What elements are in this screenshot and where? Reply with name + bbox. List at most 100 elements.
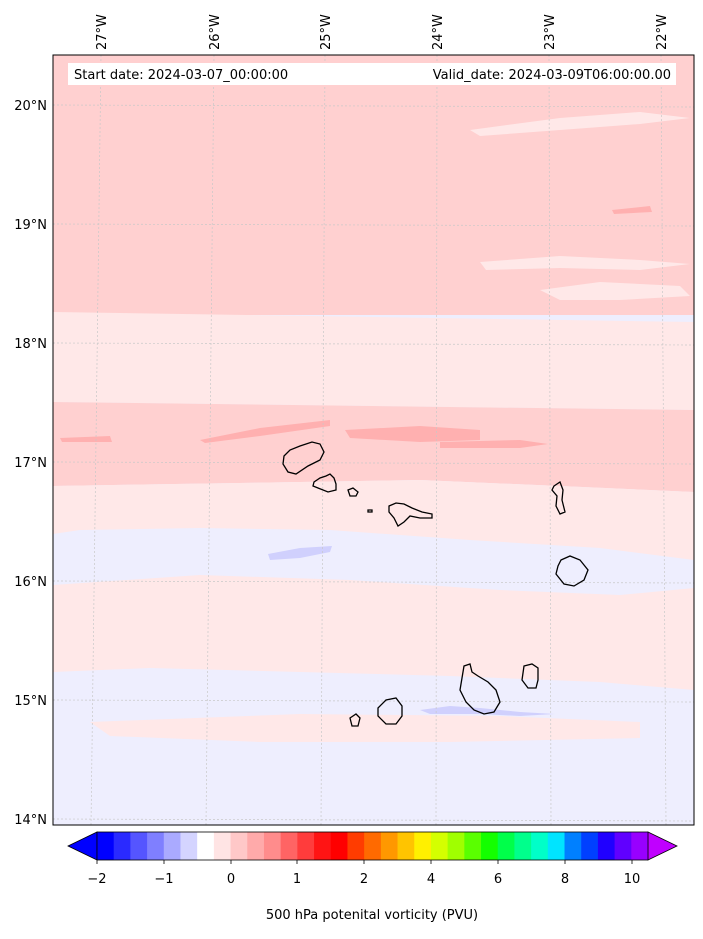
longitude-label: 27°W [95, 14, 110, 50]
meridian-line [660, 55, 667, 825]
latitude-label: 16°N [14, 575, 47, 590]
colorbar-title: 500 hPa potenital vorticity (PVU) [266, 908, 478, 923]
start-date-label: Start date: 2024-03-07_00:00:00 [74, 68, 288, 83]
latitude-label: 18°N [14, 337, 47, 352]
colorbar-swatch [347, 832, 365, 860]
field-weak-positive-streak [480, 256, 690, 270]
colorbar-swatch [481, 832, 499, 860]
longitude-label: 25°W [319, 14, 334, 50]
colorbar-swatch [497, 832, 515, 860]
island-boa-vista [555, 555, 589, 587]
field-weak-positive-streak [470, 112, 690, 136]
longitude-label: 24°W [431, 14, 446, 50]
island-raso [367, 509, 373, 513]
colorbar-swatch [330, 832, 348, 860]
colorbar-swatch [97, 832, 115, 860]
field-weak-positive-band-south [53, 480, 694, 560]
field-strong-positive-streak [200, 420, 330, 443]
colorbar-swatch [180, 832, 198, 860]
meridian-line [435, 55, 438, 825]
colorbar-swatch [263, 832, 282, 860]
colorbar-swatch [130, 832, 148, 860]
island-sal [551, 481, 566, 515]
parallel-line [53, 342, 694, 346]
longitude-label: 22°W [655, 14, 670, 50]
colorbar-swatch [581, 832, 599, 860]
meridian-line [548, 55, 552, 825]
island-santa-luzia [347, 487, 359, 497]
parallel-line [53, 818, 694, 822]
island-brava [349, 713, 361, 727]
colorbar-swatch [230, 832, 248, 860]
colorbar-swatch [364, 832, 382, 860]
colorbar-swatch [247, 832, 265, 860]
colorbar-tick-label: 0 [227, 872, 235, 887]
colorbar-swatch [197, 832, 215, 860]
field-strong-positive-streak [345, 426, 480, 442]
pv-field [53, 55, 694, 825]
colorbar-outline [96, 831, 649, 861]
colorbar-tick-label: 2 [360, 872, 368, 887]
date-label-box [68, 63, 676, 85]
colorbar-swatch [113, 832, 131, 860]
coastlines [282, 441, 589, 727]
latitude-labels: 20°N 19°N 18°N 17°N 16°N 15°N 14°N [14, 99, 47, 828]
island-fogo [377, 697, 403, 725]
colorbar-swatch [397, 832, 415, 860]
colorbar-swatch [464, 832, 482, 860]
parallel-line [53, 699, 694, 703]
colorbar-over-arrow [647, 831, 678, 861]
parallel-line [53, 461, 694, 465]
graticule [53, 55, 694, 825]
colorbar-swatch [380, 832, 398, 860]
latitude-label: 19°N [14, 218, 47, 233]
field-negative-patch [268, 546, 332, 560]
latitude-label: 14°N [14, 813, 47, 828]
colorbar-tick-label: 8 [561, 872, 569, 887]
island-maio [521, 663, 539, 689]
map-frame [52, 54, 695, 826]
latitude-label: 15°N [14, 694, 47, 709]
colorbar-swatch [414, 832, 432, 860]
field-strong-positive-streak [60, 436, 112, 442]
parallel-line [53, 104, 694, 108]
parallel-line [53, 223, 694, 227]
field-strong-positive-streak [612, 206, 652, 214]
colorbar-swatch [147, 832, 165, 860]
colorbar-swatch [314, 832, 332, 860]
colorbar-swatch [564, 832, 582, 860]
field-positive-band-central [53, 402, 694, 492]
colorbar-swatch [631, 832, 649, 860]
field-weak-positive-streak [90, 714, 640, 742]
field-weak-positive-patches [53, 575, 694, 690]
field-positive-region-north [53, 55, 694, 315]
field-negative-patch [420, 706, 555, 716]
island-sao-nicolau [388, 502, 433, 527]
colorbar-swatch [531, 832, 549, 860]
colorbar-tick-label: 1 [293, 872, 301, 887]
parallel-line [53, 580, 694, 584]
colorbar: −2 −1 0 1 2 4 6 8 10 [67, 831, 678, 887]
meridian-line [320, 55, 326, 825]
colorbar-tick-label: −1 [154, 872, 173, 887]
colorbar-swatch [213, 832, 231, 860]
island-santiago [459, 663, 501, 715]
colorbar-swatch [280, 832, 298, 860]
longitude-label: 26°W [208, 14, 223, 50]
colorbar-swatch [430, 832, 449, 860]
field-weak-positive-band [53, 312, 694, 410]
colorbar-swatch [163, 832, 181, 860]
field-strong-positive-streak [440, 440, 548, 448]
meridian-line [90, 55, 102, 825]
colorbar-tick-label: 4 [427, 872, 435, 887]
colorbar-swatch [297, 832, 315, 860]
colorbar-tick-label: 6 [494, 872, 502, 887]
meridian-line [205, 55, 215, 825]
island-sao-vicente [312, 473, 337, 493]
field-weak-positive-streak [540, 282, 690, 300]
colorbar-swatch [547, 832, 565, 860]
colorbar-swatch [447, 832, 465, 860]
colorbar-tick-label: −2 [87, 872, 106, 887]
longitude-labels: 27°W 26°W 25°W 24°W 23°W 22°W [95, 14, 670, 50]
